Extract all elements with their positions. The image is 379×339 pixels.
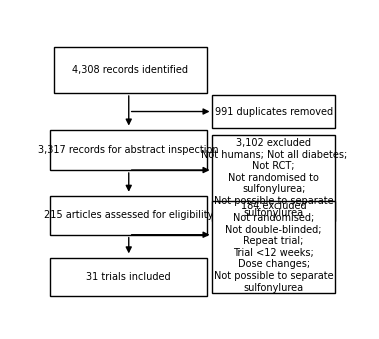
Bar xyxy=(53,47,207,93)
Bar xyxy=(50,258,207,296)
Text: 3,102 excluded
Not humans; Not all diabetes;
Not RCT;
Not randomised to
sulfonyl: 3,102 excluded Not humans; Not all diabe… xyxy=(200,138,347,218)
Text: 184 excluded
Not randomised;
Not double-blinded;
Repeat trial;
Trial <12 weeks;
: 184 excluded Not randomised; Not double-… xyxy=(214,201,334,293)
Text: 991 duplicates removed: 991 duplicates removed xyxy=(215,106,333,117)
Bar xyxy=(213,135,335,221)
Bar xyxy=(50,196,207,235)
Text: 215 articles assessed for eligibility: 215 articles assessed for eligibility xyxy=(44,211,213,220)
Text: 3,317 records for abstract inspection: 3,317 records for abstract inspection xyxy=(38,145,219,155)
Text: 4,308 records identified: 4,308 records identified xyxy=(72,65,188,75)
Text: 31 trials included: 31 trials included xyxy=(86,272,171,282)
Bar xyxy=(213,95,335,128)
Bar xyxy=(213,201,335,293)
Bar xyxy=(50,130,207,170)
